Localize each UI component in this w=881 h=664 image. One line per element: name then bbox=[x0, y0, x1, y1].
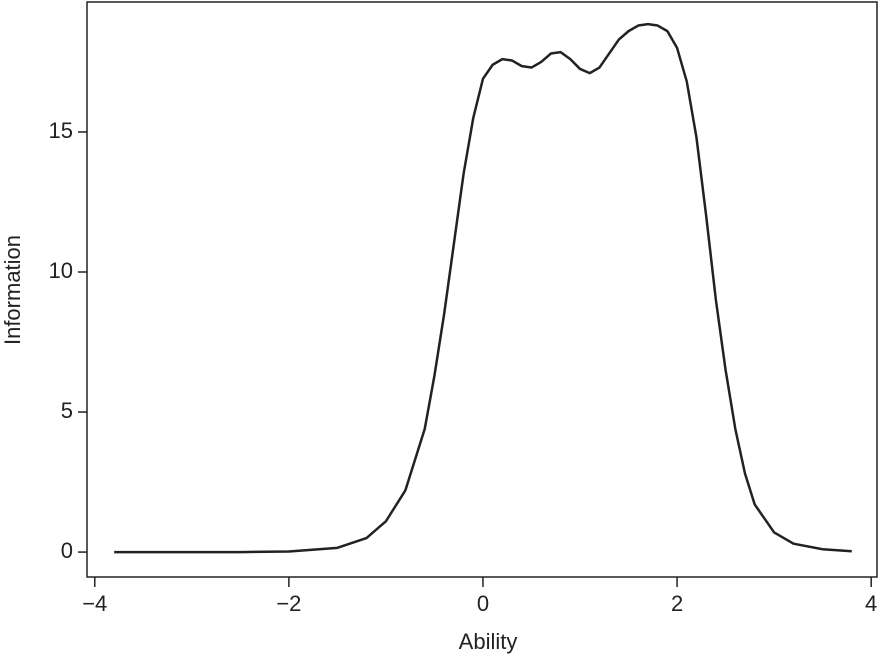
y-tick-label: 5 bbox=[61, 398, 73, 423]
x-axis-label: Ability bbox=[459, 629, 518, 654]
x-tick-label: 0 bbox=[477, 591, 489, 616]
y-tick-label: 15 bbox=[49, 118, 73, 143]
y-axis-label: Information bbox=[0, 235, 25, 345]
plot-frame bbox=[86, 1, 878, 578]
line-series bbox=[114, 22, 852, 554]
x-tick-label: 2 bbox=[671, 591, 683, 616]
y-tick-label: 10 bbox=[49, 258, 73, 283]
x-tick-label: −2 bbox=[276, 591, 301, 616]
x-tick-label: −4 bbox=[82, 591, 107, 616]
y-tick-label: 0 bbox=[61, 538, 73, 563]
x-tick-label: 4 bbox=[865, 591, 877, 616]
